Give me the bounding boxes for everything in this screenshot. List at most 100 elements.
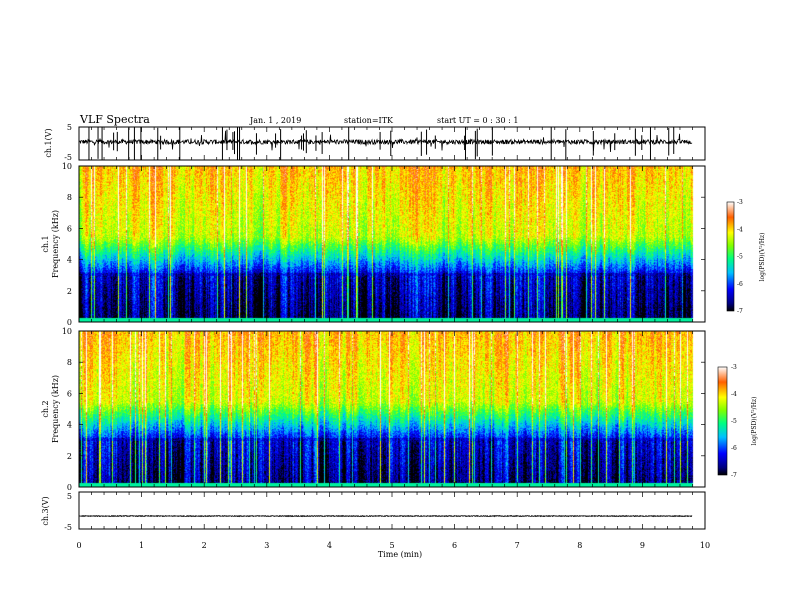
waveform-dot xyxy=(645,515,647,517)
waveform-dot xyxy=(327,515,329,517)
waveform-dot xyxy=(147,515,149,517)
ch1-frequency-ticks: 0 2 4 6 8 10 xyxy=(62,162,705,327)
date-label: Jan. 1 , 2019 xyxy=(249,116,301,125)
waveform-dot xyxy=(558,515,560,517)
waveform-dot xyxy=(612,515,614,517)
waveform-dot xyxy=(561,515,563,517)
waveform-dot xyxy=(582,515,584,517)
waveform-dot xyxy=(618,515,620,517)
ch1-colorbar: -3 -4 -5 -6 -7 log(PSD)(V²/Hz) xyxy=(726,199,766,315)
waveform-dot xyxy=(657,515,659,517)
waveform-dot xyxy=(222,515,224,517)
waveform-dot xyxy=(210,515,212,517)
waveform-dot xyxy=(471,515,473,517)
waveform-dot xyxy=(564,515,566,517)
waveform-dot xyxy=(636,515,638,517)
waveform-dot xyxy=(621,515,623,517)
waveform-dot xyxy=(165,515,167,517)
ch2-frequency-tick-label: 4 xyxy=(67,421,72,430)
waveform-dot xyxy=(615,515,617,517)
waveform-dot xyxy=(189,515,191,517)
waveform-dot xyxy=(216,515,218,517)
waveform-dot xyxy=(378,515,380,517)
waveform-dot xyxy=(291,515,293,517)
waveform-dot xyxy=(79,515,80,517)
waveform-dot xyxy=(528,515,530,517)
waveform-dot xyxy=(441,515,443,517)
waveform-dot xyxy=(228,515,230,517)
waveform-dot xyxy=(159,515,161,517)
waveform-dot xyxy=(654,515,656,517)
waveform-dot xyxy=(108,515,110,517)
waveform-dot xyxy=(279,515,281,517)
waveform-dot xyxy=(597,515,599,517)
ch1-waveform-panel: 5 -5 ch.1(V) xyxy=(44,123,706,162)
waveform-dot xyxy=(495,515,497,517)
waveform-dot xyxy=(339,515,341,517)
ch1-frequency-tick-label: 0 xyxy=(67,318,72,327)
waveform-dot xyxy=(672,515,674,517)
ch1-colorbar-tick-label: -7 xyxy=(737,308,743,315)
waveform-dot xyxy=(240,515,242,517)
waveform-dot xyxy=(360,515,362,517)
waveform-dot xyxy=(660,515,662,517)
waveform-dot xyxy=(318,515,320,517)
ch2-frequency-tick-label: 10 xyxy=(62,327,72,336)
waveform-dot xyxy=(450,515,452,517)
ch3-ytick-bottom: -5 xyxy=(64,523,72,532)
waveform-dot xyxy=(510,515,512,517)
waveform-dot xyxy=(669,515,671,517)
waveform-dot xyxy=(585,515,587,517)
waveform-dot xyxy=(192,515,194,517)
waveform-dot xyxy=(579,515,581,517)
waveform-dot xyxy=(537,515,539,517)
waveform-dot xyxy=(402,515,404,517)
waveform-dot xyxy=(201,515,203,517)
waveform-dot xyxy=(168,515,170,517)
figure-title: VLF Spectra xyxy=(79,113,150,126)
ch1-ytick-top: 5 xyxy=(67,123,72,132)
waveform-dot xyxy=(225,515,227,517)
waveform-dot xyxy=(567,515,569,517)
waveform-dot xyxy=(642,515,644,517)
waveform-dot xyxy=(480,515,482,517)
ch2-colorbar-tick-label: -3 xyxy=(731,364,737,371)
waveform-dot xyxy=(264,515,266,517)
waveform-dot xyxy=(675,515,677,517)
waveform-dot xyxy=(354,515,356,517)
ch1-colorbar-tick-label: -3 xyxy=(737,199,743,206)
waveform-dot xyxy=(393,515,395,517)
waveform-dot xyxy=(609,515,611,517)
waveform-dot xyxy=(174,515,176,517)
waveform-dot xyxy=(312,515,314,517)
waveform-dot xyxy=(633,515,635,517)
ch2-spec-time-ticks xyxy=(78,331,706,487)
ch2-colorbar-ticks: -3 -4 -5 -6 -7 xyxy=(731,364,737,479)
waveform-dot xyxy=(624,515,626,517)
waveform-dot xyxy=(117,515,119,517)
waveform-dot xyxy=(405,515,407,517)
waveform-dot xyxy=(687,515,689,517)
waveform-dot xyxy=(447,515,449,517)
waveform-dot xyxy=(90,515,92,517)
ch1-time-ticks xyxy=(78,127,706,160)
waveform-dot xyxy=(522,515,524,517)
ch1-frequency-tick-label: 2 xyxy=(67,287,72,296)
waveform-dot xyxy=(546,515,548,517)
ch3-ytick-top: 5 xyxy=(67,492,72,501)
waveform-dot xyxy=(492,515,494,517)
waveform-dot xyxy=(420,515,422,517)
waveform-dot xyxy=(237,515,239,517)
ch2-frequency-tick-label: 0 xyxy=(67,483,72,492)
waveform-dot xyxy=(258,515,260,517)
waveform-dot xyxy=(630,515,632,517)
waveform-dot xyxy=(294,515,296,517)
waveform-dot xyxy=(519,515,521,517)
waveform-dot xyxy=(678,515,680,517)
waveform-dot xyxy=(639,515,641,517)
time-tick-label: 1 xyxy=(139,541,144,550)
ch3-waveform-trace xyxy=(79,514,693,518)
waveform-dot xyxy=(141,515,143,517)
waveform-dot xyxy=(684,515,686,517)
